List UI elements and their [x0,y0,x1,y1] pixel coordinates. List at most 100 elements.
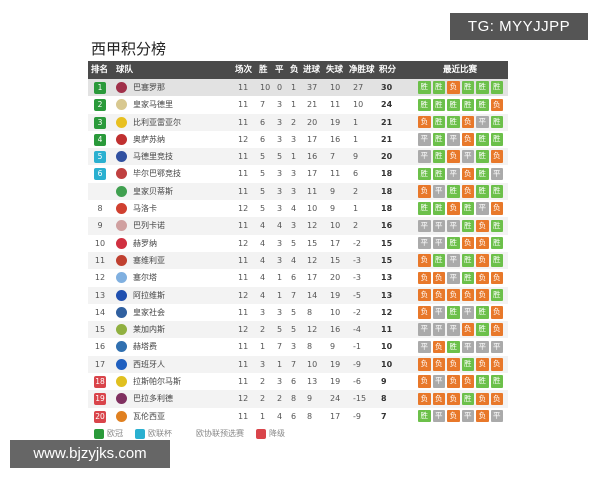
table-row[interactable]: 14 皇家社会 11 3 3 5 8 10 -2 12 负平胜平胜负 [88,304,508,321]
team-logo-icon [116,220,127,232]
table-row[interactable]: 20 瓦伦西亚 11 1 4 6 8 17 -9 7 胜平负平负平 [88,408,508,425]
pts-value: 21 [381,134,393,144]
form-result: 负 [461,185,474,198]
rank: 8 [93,200,107,217]
rank-badge: 20 [94,410,106,423]
team-name[interactable]: 皇家社会 [133,307,165,317]
team-name[interactable]: 塞尔塔 [133,273,157,283]
recent-form: 平平胜负负胜 [418,236,503,250]
pts-value: 18 [381,169,393,179]
table-row[interactable]: 1 巴塞罗那 11 10 0 1 37 10 27 30 胜胜负胜胜胜 [88,79,508,97]
team-name[interactable]: 皇家马德里 [133,100,173,110]
team-name[interactable]: 阿拉维斯 [133,290,165,300]
table-row[interactable]: 13 阿拉维斯 12 4 1 7 14 19 -5 13 负负负负负胜 [88,286,508,304]
form-result: 负 [447,409,460,423]
rank-badge: 6 [94,168,106,181]
team-name[interactable]: 瓦伦西亚 [133,411,165,421]
form-result: 胜 [490,375,503,388]
lost-value: 5 [291,307,297,317]
table-row[interactable]: 11 塞维利亚 11 4 3 4 12 15 -3 15 负胜平胜负胜 [88,251,508,270]
form-result: 平 [447,167,460,181]
table-row[interactable]: 18 拉斯帕尔马斯 11 2 3 6 13 19 -6 9 负平负负胜胜 [88,373,508,390]
header-team: 球队 [116,65,134,75]
ga-value: 15 [330,255,341,265]
gf-value: 11 [307,186,318,196]
form-result: 胜 [418,409,431,423]
form-result: 胜 [461,271,474,285]
form-result: 胜 [432,81,445,94]
team-logo-icon [116,376,127,388]
table-row[interactable]: 5 马德里竞技 11 5 5 1 16 7 9 20 平胜负平胜负 [88,148,508,166]
form-result: 胜 [447,115,460,129]
table-row[interactable]: 19 巴拉多利德 12 2 2 8 9 24 -15 8 负负负胜负负 [88,390,508,408]
header-lost: 负 [290,65,299,75]
team-logo-icon [116,203,127,215]
table-row[interactable]: 3 比利亚雷亚尔 11 6 3 2 20 19 1 21 负胜胜负平胜 [88,113,508,131]
team-name[interactable]: 西班牙人 [133,359,165,369]
gd-value: -3 [353,255,361,265]
team-name[interactable]: 莱加内斯 [133,325,165,335]
form-result: 胜 [432,254,445,267]
drawn-value: 3 [277,377,283,387]
gf-value: 8 [307,342,313,352]
table-row[interactable]: 9 巴列卡诺 11 4 4 3 12 10 2 16 平平平胜负胜 [88,217,508,235]
gf-value: 21 [307,100,318,110]
ga-value: 17 [330,411,341,421]
form-result: 负 [490,98,503,112]
pts-value: 13 [381,290,393,300]
team-name[interactable]: 马洛卡 [133,204,157,214]
form-result: 负 [461,375,474,388]
team-name[interactable]: 赫罗纳 [133,238,157,248]
recent-form: 胜胜胜胜胜负 [418,98,503,112]
team-name[interactable]: 巴列卡诺 [133,221,165,231]
drawn-value: 7 [277,342,283,352]
table-row[interactable]: 17 西班牙人 11 3 1 7 10 19 -9 10 负负负胜负负 [88,355,508,374]
pts-value: 11 [381,325,393,335]
gd-value: -1 [353,342,361,352]
form-result: 负 [418,392,431,406]
team-name[interactable]: 巴塞罗那 [133,83,165,92]
won-value: 10 [260,83,271,92]
recent-form: 胜胜负胜平负 [418,202,503,215]
form-result: 平 [476,202,489,215]
table-row[interactable]: 2 皇家马德里 11 7 3 1 21 11 10 24 胜胜胜胜胜负 [88,96,508,113]
table-row[interactable]: 4 奥萨苏纳 12 6 3 3 17 16 1 21 平胜平负胜胜 [88,131,508,148]
played-value: 11 [238,83,249,92]
table-row[interactable]: 12 塞尔塔 11 4 1 6 17 20 -3 13 负负平胜负负 [88,269,508,286]
pts-value: 9 [381,377,387,387]
team-name[interactable]: 马德里竞技 [133,152,173,162]
rank: 19 [93,390,107,407]
rank-badge: 1 [94,82,106,94]
form-result: 负 [461,236,474,250]
team-name[interactable]: 奥萨苏纳 [133,134,165,144]
team-name[interactable]: 拉斯帕尔马斯 [133,377,181,387]
table-row[interactable]: 15 莱加内斯 12 2 5 5 12 16 -4 11 平平平负胜负 [88,321,508,339]
rank-badge: 2 [94,99,106,112]
table-row[interactable]: 皇家贝蒂斯 11 5 3 3 11 9 2 18 负平胜负胜胜 [88,182,508,201]
header-pts: 积分 [379,65,397,75]
table-row[interactable]: 16 赫塔费 11 1 7 3 8 9 -1 10 平负胜平平平 [88,338,508,355]
team-name[interactable]: 比利亚雷亚尔 [133,117,181,127]
table-row[interactable]: 8 马洛卡 12 5 3 4 10 9 1 18 胜胜负胜平负 [88,200,508,217]
pts-value: 18 [381,204,393,214]
pts-value: 12 [381,307,393,317]
form-result: 平 [447,133,460,146]
gf-value: 17 [307,169,318,179]
form-result: 负 [432,271,445,285]
table-row[interactable]: 6 毕尔巴鄂竞技 11 5 3 3 17 11 6 18 胜胜平负胜平 [88,165,508,182]
lost-value: 7 [291,359,297,369]
table-row[interactable]: 10 赫罗纳 12 4 3 5 15 17 -2 15 平平胜负负胜 [88,235,508,252]
form-result: 胜 [476,375,489,388]
team-logo-icon [116,185,127,197]
team-name[interactable]: 毕尔巴鄂竞技 [133,169,181,179]
team-name[interactable]: 塞维利亚 [133,255,165,265]
rank-badge: 4 [94,133,106,146]
ga-value: 19 [330,290,341,300]
team-name[interactable]: 赫塔费 [133,342,157,352]
header-won: 胜 [259,65,268,75]
team-name[interactable]: 巴拉多利德 [133,394,173,404]
drawn-value: 3 [277,117,283,127]
rank: 1 [93,79,107,96]
form-result: 胜 [418,202,431,215]
team-name[interactable]: 皇家贝蒂斯 [133,186,173,196]
